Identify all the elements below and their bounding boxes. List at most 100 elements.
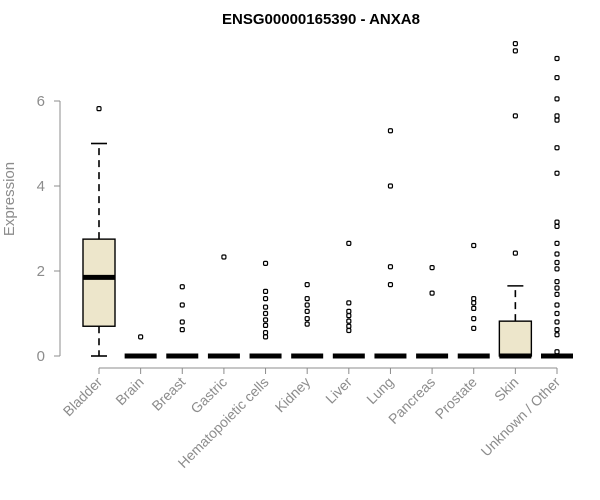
outlier-point [262,334,269,340]
outlier-point [262,304,269,310]
box-group [374,128,407,359]
outlier-point [262,310,269,317]
outlier-point [346,313,352,319]
outlier-point [262,330,269,336]
x-tick-label: Kidney [272,374,314,416]
box-group [457,242,490,359]
outlier-point [262,260,269,266]
box-group [82,106,116,357]
x-tick-label: Skin [491,374,522,405]
outlier-point [304,302,310,308]
outlier-point [346,327,352,334]
outlier-point [346,300,352,306]
box-group [207,254,240,359]
boxes [82,41,573,359]
outlier-point [471,316,477,322]
x-tick-label: Liver [322,374,355,407]
chart-title: ENSG00000165390 - ANXA8 [222,11,420,28]
outlier-point [554,349,560,355]
y-tick-label: 2 [37,263,45,280]
outlier-point [554,145,560,151]
outlier-point [304,308,310,314]
outlier-point [179,319,185,325]
box-group [291,282,324,359]
outlier-point [554,113,560,119]
outlier-point [429,265,435,271]
outlier-point [387,183,394,189]
outlier-point [554,240,560,246]
outlier-point [304,282,310,288]
y-tick-label: 6 [37,93,45,110]
outlier-point [554,170,560,176]
outlier-point [554,117,560,123]
outlier-point [304,296,310,302]
outlier-point [346,240,352,246]
outlier-point [179,284,185,290]
outlier-point [471,325,477,331]
outlier-point [554,310,560,317]
box-body [498,320,533,357]
outlier-point [262,296,269,302]
x-tick-label: Lung [363,374,396,407]
outlier-point [471,242,477,249]
outlier-point [554,279,560,285]
outlier-point [262,317,269,323]
outlier-point [96,106,102,112]
outlier-point [179,302,185,308]
box-group [124,334,157,359]
outlier-point [387,282,394,288]
y-axis-label: Expression [1,162,18,236]
x-tick-label: Bladder [60,374,106,420]
x-tick-label: Unknown / Other [478,374,564,460]
outlier-point [471,300,477,306]
outlier-point [512,113,518,119]
y-axis: 0 2 4 6 [37,93,61,365]
x-tick-label: Brain [112,374,146,408]
outlier-point [471,296,477,302]
outlier-point [304,321,310,327]
outlier-point [262,288,269,294]
outlier-point [554,259,560,266]
outlier-point [554,96,560,102]
outlier-point [429,290,435,296]
outlier-point [471,305,477,311]
outlier-point [138,334,144,340]
x-tick-label: Prostate [432,374,480,422]
outlier-point [554,319,560,325]
outlier-point [179,327,185,333]
outlier-point [512,41,518,47]
outlier-point [554,251,560,257]
outlier-point [512,48,518,54]
outlier-point [387,264,394,270]
outlier-point [554,285,560,291]
outlier-point [346,318,352,324]
outlier-point [512,250,518,256]
outlier-point [304,316,310,322]
box-group [498,41,533,359]
outlier-point [554,302,560,308]
outlier-point [554,223,560,229]
box-body [82,238,116,327]
outlier-point [554,332,560,338]
outlier-point [262,322,269,328]
outlier-point [346,323,352,329]
outlier-point [554,327,560,333]
box-group [541,55,573,359]
outlier-point [554,55,560,62]
y-tick-label: 0 [37,348,45,365]
outlier-point [554,75,560,81]
outlier-point [387,128,394,134]
outlier-point [554,219,560,225]
x-tick-label: Breast [148,374,188,414]
outlier-point [554,291,560,297]
outlier-point [554,266,560,272]
box-group [249,260,282,359]
y-tick-label: 4 [37,178,45,195]
outlier-point [221,254,227,260]
box-group [416,265,449,359]
outlier-point [346,308,352,314]
box-group [166,284,199,359]
box-group [332,240,365,359]
